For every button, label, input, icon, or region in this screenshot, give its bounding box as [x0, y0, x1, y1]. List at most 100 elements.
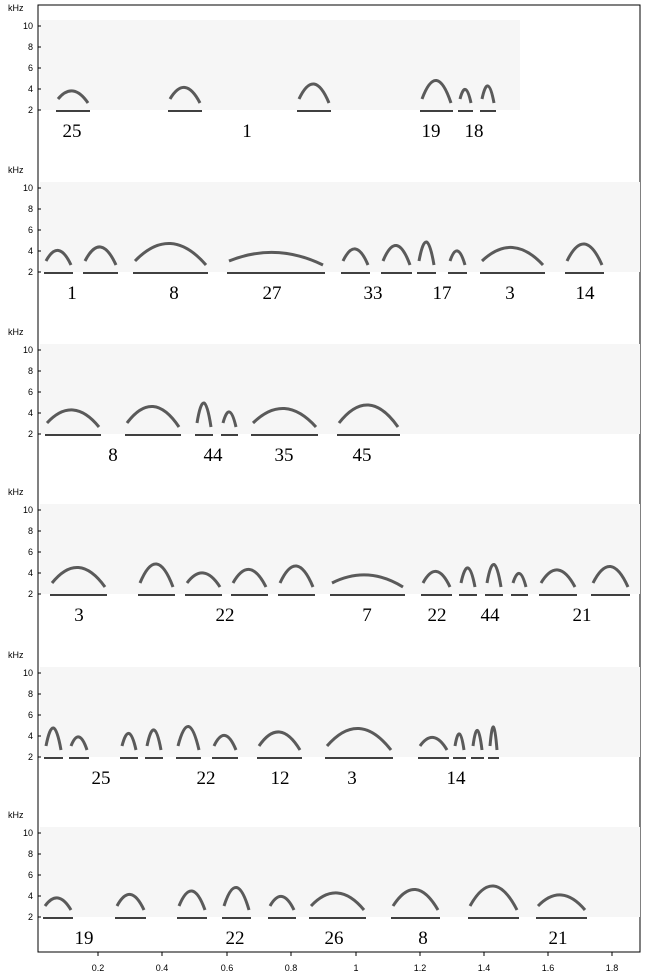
- syllable-trace: [420, 79, 453, 104]
- syllable-label: 8: [108, 445, 118, 466]
- syllable-trace: [44, 726, 63, 751]
- y-tick-label: 8: [28, 526, 33, 536]
- syllable-trace: [133, 242, 208, 266]
- syllable-label: 21: [573, 605, 592, 626]
- syllable-label: 35: [275, 445, 294, 466]
- y-tick-label: 10: [23, 668, 33, 678]
- syllable-trace: [195, 401, 213, 428]
- y-axis-unit: kHz: [8, 650, 24, 660]
- syllable-trace: [69, 735, 89, 751]
- x-tick-label: 1.4: [478, 963, 491, 973]
- y-tick-label: 6: [28, 225, 33, 235]
- x-tick-label: 0.2: [92, 963, 105, 973]
- x-tick-label: 1.2: [414, 963, 427, 973]
- syllable-trace: [222, 886, 251, 911]
- syllable-trace: [418, 736, 449, 751]
- y-tick-label: 6: [28, 63, 33, 73]
- syllable-trace: [268, 895, 296, 911]
- syllable-trace: [56, 89, 90, 104]
- syllable-trace: [45, 408, 101, 428]
- y-tick-label: 6: [28, 870, 33, 880]
- syllable-label: 19: [75, 928, 94, 949]
- syllable-label: 25: [63, 121, 82, 142]
- y-axis-unit: kHz: [8, 487, 24, 497]
- syllable-label: 8: [418, 928, 428, 949]
- syllable-trace: [480, 84, 496, 104]
- y-tick-label: 2: [28, 267, 33, 277]
- y-tick-label: 2: [28, 589, 33, 599]
- y-tick-label: 8: [28, 366, 33, 376]
- syllable-trace: [417, 240, 436, 266]
- spectrogram-background: [40, 344, 640, 434]
- syllable-trace: [488, 725, 499, 751]
- syllable-label: 18: [465, 121, 484, 142]
- syllable-label: 25: [92, 768, 111, 789]
- syllable-trace: [337, 403, 400, 428]
- spectrogram-background: [40, 667, 640, 757]
- syllable-trace: [565, 242, 604, 266]
- y-axis-unit: kHz: [8, 165, 24, 175]
- y-tick-label: 10: [23, 505, 33, 515]
- y-tick-label: 2: [28, 912, 33, 922]
- syllable-trace: [212, 734, 238, 751]
- y-tick-label: 4: [28, 84, 33, 94]
- syllable-trace: [391, 888, 440, 911]
- spectrogram-background: [40, 20, 520, 110]
- syllable-label: 33: [364, 283, 383, 304]
- syllable-trace: [421, 570, 452, 588]
- syllable-label: 14: [576, 283, 596, 304]
- syllable-trace: [448, 249, 467, 266]
- syllable-trace: [453, 732, 466, 751]
- x-tick-label: 0.4: [156, 963, 169, 973]
- syllable-trace: [44, 249, 73, 266]
- syllable-label: 19: [422, 121, 441, 142]
- syllable-trace: [511, 572, 528, 588]
- syllable-label: 1: [67, 283, 77, 304]
- syllable-label: 8: [169, 283, 179, 304]
- y-tick-label: 10: [23, 828, 33, 838]
- y-tick-label: 2: [28, 429, 33, 439]
- y-tick-label: 4: [28, 568, 33, 578]
- syllable-trace: [471, 729, 484, 751]
- y-axis-unit: kHz: [8, 327, 24, 337]
- y-tick-label: 2: [28, 752, 33, 762]
- syllable-label: 22: [226, 928, 245, 949]
- syllable-trace: [177, 889, 207, 911]
- y-tick-label: 6: [28, 547, 33, 557]
- syllable-label: 22: [216, 605, 235, 626]
- syllable-label: 3: [347, 768, 357, 789]
- syllable-trace: [168, 86, 202, 104]
- syllable-label: 7: [362, 605, 372, 626]
- syllable-label: 12: [271, 768, 290, 789]
- syllable-trace: [468, 884, 519, 911]
- syllable-label: 22: [197, 768, 216, 789]
- y-tick-label: 6: [28, 387, 33, 397]
- syllable-trace: [83, 245, 118, 266]
- x-tick-label: 1.8: [606, 963, 619, 973]
- syllable-label: 44: [204, 445, 224, 466]
- syllable-trace: [539, 568, 577, 588]
- syllable-trace: [485, 563, 503, 588]
- y-tick-label: 4: [28, 246, 33, 256]
- syllable-trace: [185, 571, 222, 588]
- y-tick-label: 10: [23, 345, 33, 355]
- y-tick-label: 6: [28, 710, 33, 720]
- syllable-label: 21: [549, 928, 568, 949]
- syllable-trace: [228, 250, 324, 267]
- frame: [37, 4, 641, 953]
- y-axis-unit: kHz: [8, 3, 24, 13]
- syllable-trace: [325, 727, 393, 751]
- syllable-trace: [309, 891, 366, 911]
- syllable-label: 3: [505, 283, 515, 304]
- syllable-trace: [297, 82, 331, 104]
- syllable-trace: [125, 405, 181, 428]
- syllable-trace: [381, 244, 412, 266]
- syllable-trace: [145, 728, 163, 751]
- syllable-trace: [251, 407, 318, 429]
- spectrogram-background: [40, 827, 640, 917]
- y-tick-label: 2: [28, 105, 33, 115]
- x-tick-label: 1: [353, 963, 358, 973]
- y-tick-label: 4: [28, 731, 33, 741]
